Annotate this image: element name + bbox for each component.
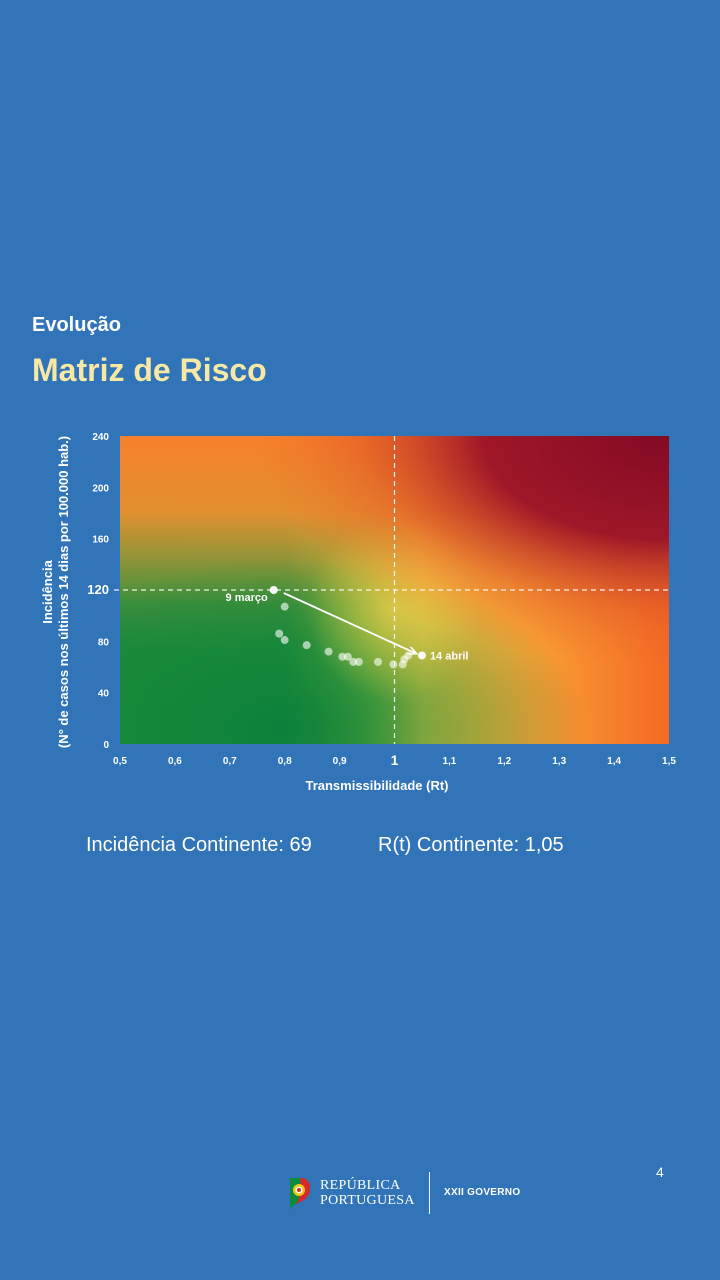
x-tick-label: 0,7 (223, 756, 237, 767)
portugal-emblem-icon (290, 1178, 310, 1212)
trend-arrow-line (283, 592, 416, 653)
x-tick-label: 1,5 (662, 756, 676, 767)
x-tick-label: 1,2 (497, 756, 511, 767)
y-tick-label: 80 (98, 637, 110, 648)
data-point (417, 651, 426, 660)
data-point (389, 660, 398, 669)
x-tick-label: 0,9 (333, 756, 347, 767)
x-tick-label: 0,8 (278, 756, 292, 767)
y-axis-label-title: Incidência (40, 559, 55, 623)
y-tick-label: 160 (92, 535, 109, 546)
y-tick-label: 240 (92, 432, 109, 443)
y-tick-label: 40 (98, 689, 110, 700)
incidence-stat: Incidência Continente: 69 (86, 834, 312, 856)
republic-line2: PORTUGUESA (320, 1193, 415, 1208)
page-number: 4 (656, 1164, 664, 1180)
data-point (324, 647, 333, 656)
page-title: Matriz de Risco (32, 352, 267, 388)
data-point (275, 629, 284, 638)
label-end-date: 14 abril (430, 650, 469, 662)
data-point (349, 657, 358, 666)
data-point (338, 652, 347, 661)
footer-branding: REPÚBLICA PORTUGUESA XXII GOVERNO (286, 1172, 526, 1216)
government-label: XXII GOVERNO (444, 1187, 521, 1198)
rt-stat: R(t) Continente: 1,05 (378, 834, 564, 856)
data-point (280, 602, 289, 611)
data-point (404, 651, 413, 660)
y-tick-label: 120 (87, 582, 109, 597)
data-point (354, 657, 363, 666)
y-axis-ticks: 0 40 80 120 160 200 240 (87, 432, 109, 751)
x-tick-label: 1,3 (552, 756, 566, 767)
section-label: Evolução (32, 314, 121, 336)
y-tick-label: 200 (92, 483, 109, 494)
data-point (343, 652, 352, 661)
y-axis-label-subtitle: (N° de casos nos últimos 14 dias por 100… (56, 436, 71, 748)
data-points (269, 586, 426, 669)
x-tick-label: 1,4 (607, 756, 621, 767)
risk-matrix-chart: 9 março 14 abril 0,5 0,6 0,7 0,8 0,9 1 1,1 1,2 1,… (40, 432, 676, 793)
data-point (269, 586, 278, 594)
footer-divider (429, 1172, 430, 1214)
x-tick-label: 0,6 (168, 756, 182, 767)
y-tick-label: 0 (103, 740, 109, 751)
data-point (302, 641, 311, 650)
label-start-date: 9 março (226, 592, 268, 604)
republic-line1: REPÚBLICA (320, 1178, 401, 1193)
x-axis-label: Transmissibilidade (Rt) (305, 778, 448, 793)
point-labels: 9 março 14 abril (226, 592, 469, 662)
x-axis-ticks: 0,5 0,6 0,7 0,8 0,9 1 1,1 1,2 1,3 1,4 1,5 (113, 752, 676, 768)
data-point (374, 657, 383, 666)
x-tick-label: 1,1 (442, 756, 456, 767)
threshold-lines (114, 436, 669, 744)
data-point (280, 636, 289, 645)
republic-wordmark: REPÚBLICA PORTUGUESA (320, 1178, 415, 1208)
x-tick-label: 0,5 (113, 756, 127, 767)
trend-arrow (283, 592, 416, 653)
x-tick-label: 1 (391, 752, 399, 768)
